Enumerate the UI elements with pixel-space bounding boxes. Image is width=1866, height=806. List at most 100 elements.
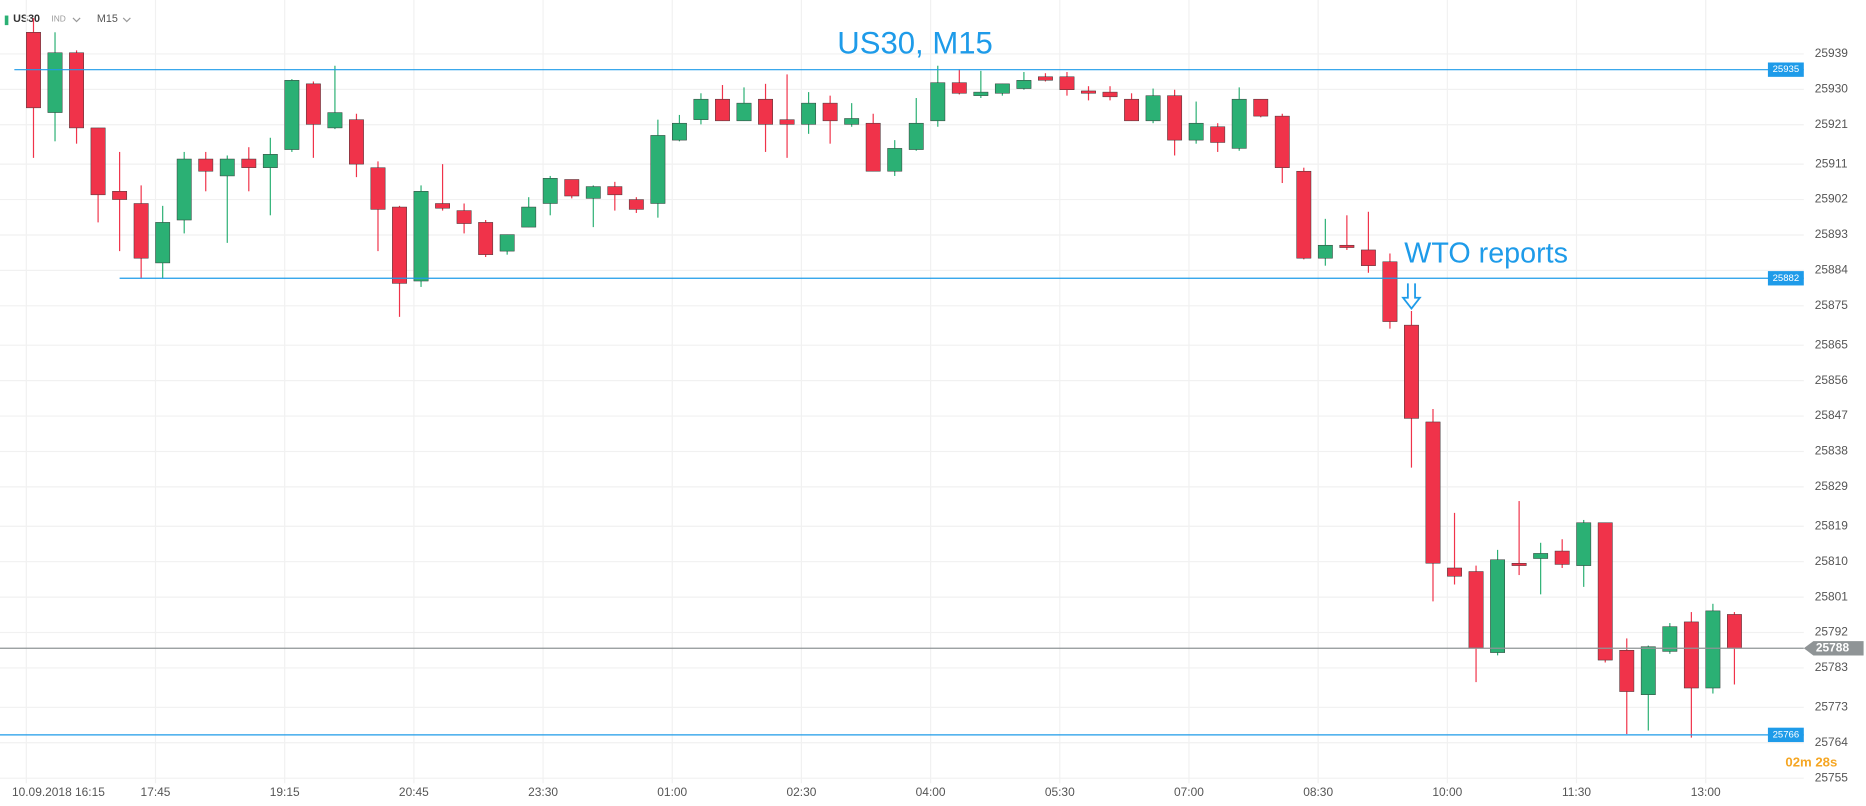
candle-body [650,135,666,204]
candle-body [693,98,709,120]
candle-body [241,158,257,168]
x-tick-label: 04:00 [916,785,946,799]
x-tick-label: 01:00 [657,785,687,799]
chart-title: US30, M15 [837,26,992,61]
price-tag-label: 25788 [1816,640,1850,654]
candle-body [973,91,989,96]
y-tick-label: 25939 [1815,46,1849,60]
candle-body [1382,261,1398,322]
dropdown-icon[interactable] [122,17,131,23]
candle-body [908,122,924,150]
candle-body [1059,76,1075,90]
candle-body [1102,91,1118,98]
candle-body [1490,559,1506,653]
grid [0,0,1804,784]
candle-body [1511,563,1527,566]
candle-body [671,122,687,141]
candle-body [112,191,128,200]
y-tick-label: 25783 [1815,660,1849,674]
candle-body [951,82,967,94]
candle-body [1360,249,1376,266]
candle-body [1339,244,1355,248]
x-tick-label: 05:30 [1045,785,1075,799]
candle-body [305,83,321,125]
candle-body [822,102,838,122]
candle-body [349,119,364,165]
x-tick-label: 08:30 [1303,785,1333,799]
candle-body [801,102,817,125]
y-tick-label: 25875 [1815,298,1849,312]
price-tag [1767,62,1804,77]
price-tag-label: 25766 [1773,729,1800,740]
y-tick-label: 25829 [1815,479,1849,493]
candle-body [1145,95,1161,122]
candle-body [219,158,235,177]
x-tick-label: 02:30 [786,785,816,799]
x-tick-label: 07:00 [1174,785,1204,799]
candle-body [176,158,192,221]
candle-body [1016,80,1032,89]
y-tick-label: 25838 [1815,444,1849,458]
price-tag [1803,641,1864,656]
candle-body [1640,646,1656,695]
annotation-arrow [1401,283,1422,310]
candle-body [1705,610,1721,689]
candle-body [1081,90,1096,94]
x-tick-label: 17:45 [141,785,171,799]
countdown: 02m 28s [1785,754,1837,769]
candle-body [1167,95,1183,141]
candle-body [155,222,171,264]
candle-body [69,52,84,129]
candle-body [284,80,300,150]
candle-body [90,127,106,196]
candle-body [1253,98,1269,117]
plot [26,18,1742,738]
dropdown-icon[interactable] [72,17,81,23]
candle-body [930,82,946,122]
y-tick-label: 25865 [1815,337,1849,351]
y-tick-label: 25792 [1815,625,1849,639]
y-tick-label: 25847 [1815,408,1849,422]
candle-body [1317,244,1333,259]
candle-body [435,203,450,209]
candle-body [585,186,601,199]
candle-body [478,222,494,255]
candle-body [1274,115,1290,168]
y-tick-label: 25930 [1815,82,1849,96]
candle-body [413,191,429,282]
candle-body [865,122,881,172]
candle-body [370,167,386,210]
x-tick-label: 10:00 [1432,785,1462,799]
candle-body [198,158,214,172]
candle-body [779,119,795,125]
candle-body [994,83,1010,94]
y-tick-label: 25801 [1815,589,1849,603]
y-tick-label: 25893 [1815,227,1849,241]
y-tick-label: 25773 [1815,699,1849,713]
y-tick-label: 25810 [1815,554,1849,568]
y-tick-label: 25911 [1815,156,1848,170]
candle-body [1683,621,1699,689]
candle-body [887,148,903,172]
candle-body [1188,122,1204,141]
x-tick-label: 11:30 [1562,785,1591,799]
y-tick-label: 25884 [1815,263,1849,277]
candle-body [758,98,773,125]
candle-body [1038,76,1053,81]
x-tick-label: 23:30 [528,785,558,799]
candle-body [1554,550,1570,565]
y-tick-label: 25819 [1815,518,1849,532]
y-tick-label: 25921 [1815,117,1849,131]
candle-body [1727,614,1742,649]
price-tag [1767,727,1804,743]
candle-body [1468,571,1484,649]
y-tick-label: 25755 [1815,770,1849,784]
x-tick-label: 10.09.2018 16:15 [12,785,105,799]
candle-body [1447,567,1462,577]
y-tick-label: 25764 [1815,735,1849,749]
timeframe[interactable]: M15 [97,13,118,25]
candle-body [542,178,558,204]
annotation: WTO reports [1404,237,1568,269]
